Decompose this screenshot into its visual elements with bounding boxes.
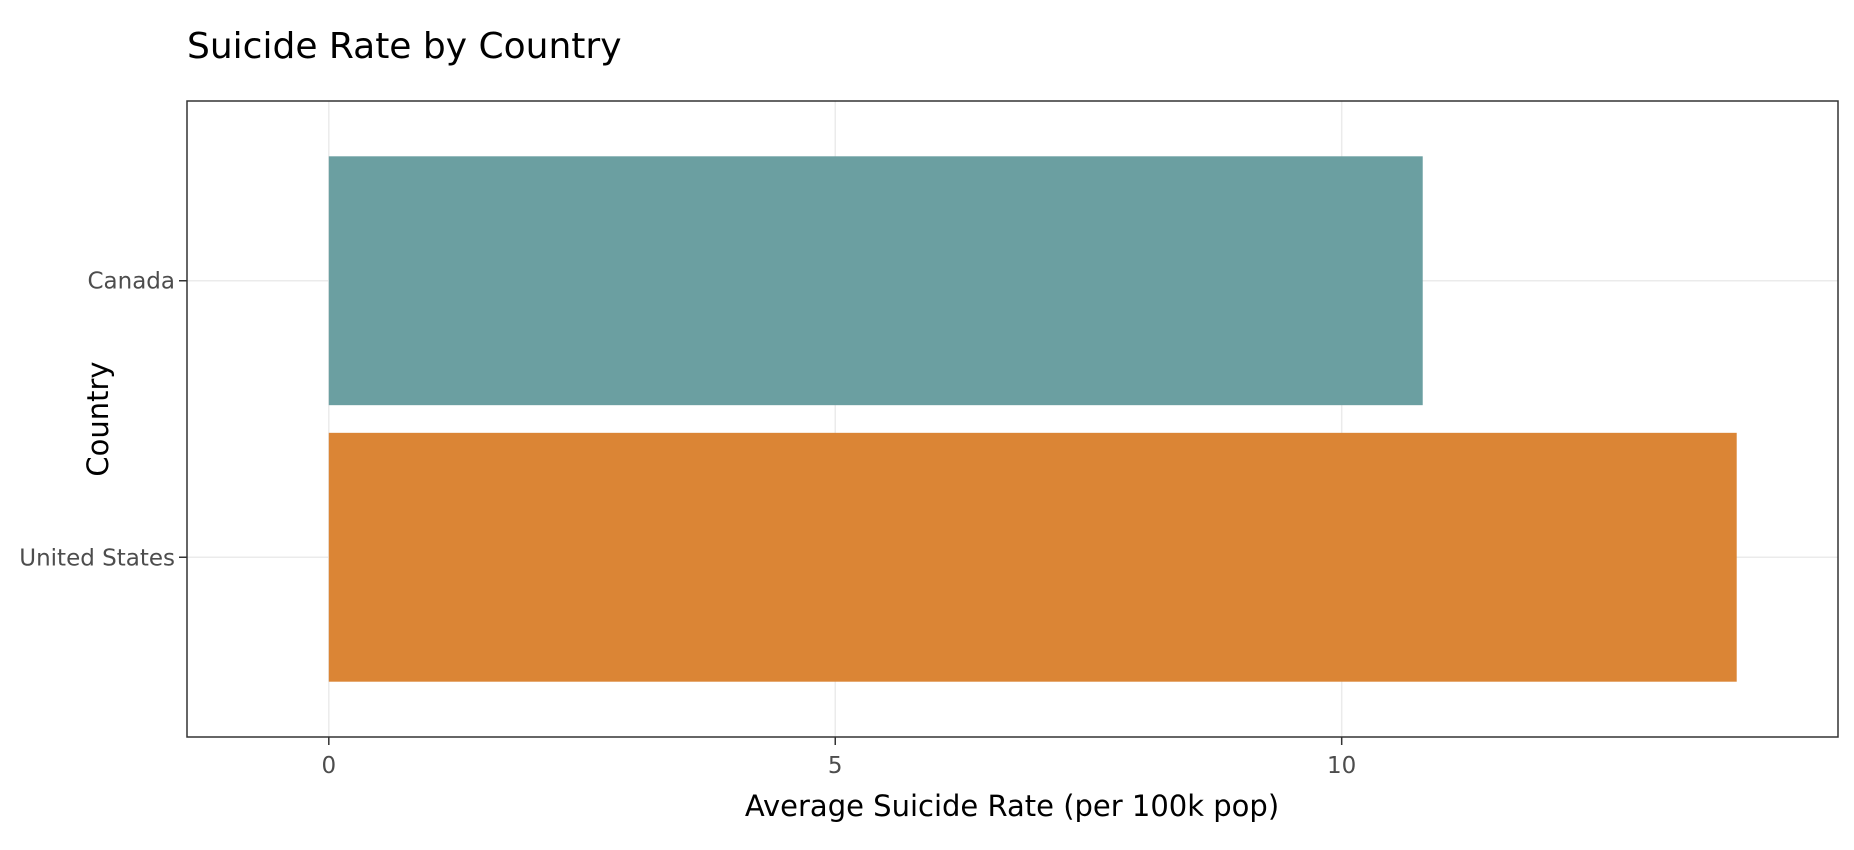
x-tick-label: 5 [828,753,843,779]
x-tick-label: 0 [321,753,336,779]
panel-border [186,100,1839,738]
x-axis-title: Average Suicide Rate (per 100k pop) [745,789,1279,823]
x-axis: 0 5 10 [321,737,1356,779]
plot-panel [186,100,1839,738]
y-tick-label: Canada [87,269,175,295]
bar-canada [328,156,1423,406]
bar-united-states [328,432,1737,682]
chart-title: Suicide Rate by Country [187,26,622,67]
y-tick-label: United States [19,545,175,571]
x-tick-label: 10 [1327,753,1356,779]
y-axis-title: Country [81,361,115,476]
y-axis: Canada United States [19,269,187,571]
bars [328,156,1737,682]
